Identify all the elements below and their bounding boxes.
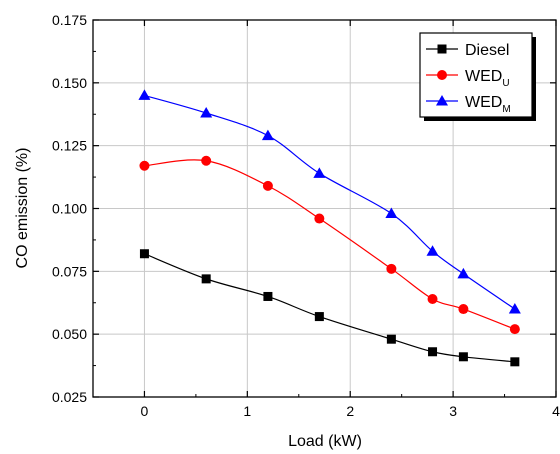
x-axis-title: Load (kW) <box>288 433 362 450</box>
y-axis-title: CO emission (%) <box>14 148 31 269</box>
y-tick-label: 0.075 <box>52 263 87 279</box>
x-tick-label: 4 <box>552 403 560 419</box>
legend-label-main: WED <box>465 68 502 85</box>
legend-label: Diesel <box>465 42 509 59</box>
series-line-1 <box>144 159 516 330</box>
data-point <box>313 167 326 178</box>
legend-label: WEDM <box>465 94 511 115</box>
legend-label-subscript: M <box>502 104 510 115</box>
legend-label-main: Diesel <box>465 42 509 59</box>
data-point <box>201 274 211 284</box>
data-point <box>508 303 521 314</box>
data-point <box>458 352 468 362</box>
data-point <box>139 249 149 259</box>
y-tick-label: 0.025 <box>52 389 87 405</box>
data-point <box>426 245 439 256</box>
axes: 0 1 2 3 4 0.025 0.050 0.075 0.100 0.125 0.150 0.175 <box>52 12 560 419</box>
data-point <box>510 357 520 367</box>
data-point <box>509 324 520 335</box>
legend-marker <box>437 70 447 80</box>
data-point <box>201 155 212 166</box>
y-tick-label: 0.100 <box>52 201 87 217</box>
data-point <box>457 267 470 279</box>
data-point <box>385 207 398 219</box>
x-tick-label: 0 <box>141 403 149 419</box>
data-point <box>458 304 469 315</box>
data-point <box>386 334 396 344</box>
x-tick-label: 3 <box>449 403 457 419</box>
data-point <box>314 213 325 224</box>
series-layer <box>138 89 521 367</box>
y-tick-label: 0.175 <box>52 12 87 28</box>
data-point <box>263 291 273 301</box>
x-tick-label: 2 <box>346 403 354 419</box>
data-point <box>428 347 438 357</box>
legend-label: WEDU <box>465 68 510 89</box>
legend-label-main: WED <box>465 94 502 111</box>
data-point <box>386 263 397 274</box>
data-point <box>138 89 151 100</box>
data-point <box>427 293 438 304</box>
data-point <box>261 129 274 141</box>
legend-marker <box>436 95 448 106</box>
y-tick-label: 0.150 <box>52 75 87 91</box>
data-point <box>314 312 324 322</box>
data-point <box>139 160 150 171</box>
legend-label-subscript: U <box>502 78 509 89</box>
y-tick-label: 0.050 <box>52 326 87 342</box>
data-point <box>262 180 273 191</box>
data-point <box>200 106 213 118</box>
legend-marker <box>437 44 447 54</box>
x-tick-label: 1 <box>243 403 251 419</box>
y-tick-label: 0.125 <box>52 138 87 154</box>
